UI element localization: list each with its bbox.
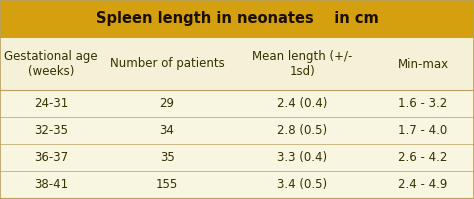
Text: 29: 29: [160, 97, 174, 110]
Text: 35: 35: [160, 151, 174, 164]
FancyBboxPatch shape: [0, 0, 474, 38]
Text: Mean length (+/-
1sd): Mean length (+/- 1sd): [252, 50, 352, 78]
Text: 34: 34: [160, 124, 174, 137]
Text: Min-max: Min-max: [398, 58, 448, 70]
Text: 1.6 - 3.2: 1.6 - 3.2: [399, 97, 447, 110]
Text: 2.6 - 4.2: 2.6 - 4.2: [398, 151, 448, 164]
Text: 32-35: 32-35: [34, 124, 68, 137]
Text: Number of patients: Number of patients: [109, 58, 225, 70]
Text: 2.4 (0.4): 2.4 (0.4): [277, 97, 328, 110]
Text: 2.4 - 4.9: 2.4 - 4.9: [398, 178, 448, 191]
Text: 3.3 (0.4): 3.3 (0.4): [277, 151, 327, 164]
FancyBboxPatch shape: [0, 38, 474, 90]
Text: Gestational age
(weeks): Gestational age (weeks): [4, 50, 98, 78]
Text: 1.7 - 4.0: 1.7 - 4.0: [399, 124, 447, 137]
Text: 24-31: 24-31: [34, 97, 68, 110]
FancyBboxPatch shape: [0, 171, 474, 198]
FancyBboxPatch shape: [0, 90, 474, 117]
Text: 155: 155: [156, 178, 178, 191]
FancyBboxPatch shape: [0, 117, 474, 144]
Text: 2.8 (0.5): 2.8 (0.5): [277, 124, 327, 137]
Text: 36-37: 36-37: [34, 151, 68, 164]
Text: Spleen length in neonates    in cm: Spleen length in neonates in cm: [96, 12, 378, 26]
Text: 38-41: 38-41: [34, 178, 68, 191]
FancyBboxPatch shape: [0, 144, 474, 171]
Text: 3.4 (0.5): 3.4 (0.5): [277, 178, 327, 191]
